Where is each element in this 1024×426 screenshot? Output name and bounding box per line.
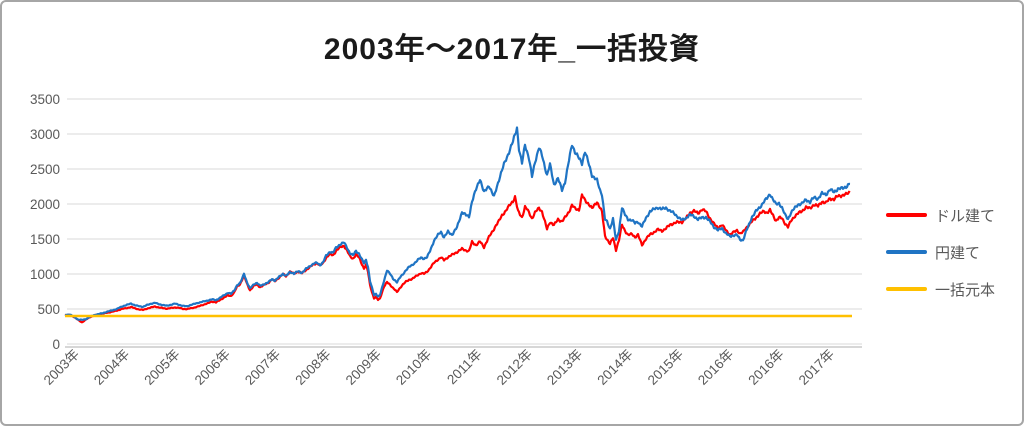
legend-label-dollar: ドル建て [935,207,996,225]
series-line-yen [64,126,851,321]
y-tick-label: 1000 [30,267,60,282]
x-tick-label: 2012年 [494,347,535,388]
y-tick-label: 3000 [30,127,60,142]
y-tick-label: 2000 [30,197,60,212]
x-tick-label: 2011年 [444,347,485,388]
legend-item-dollar: ドル建て [886,206,996,225]
y-tick-label: 3500 [30,92,60,107]
x-tick-label: 2003年 [41,347,82,388]
legend-swatch-dollar-icon [886,213,927,217]
x-tick-label: 2014年 [594,347,635,388]
x-axis-labels: 2003年 2004年 2005年 2006年 2007年 2008年 2009年 2010年… [41,347,837,388]
y-tick-label: 0 [52,337,60,352]
x-tick-label: 2016年 [695,347,736,388]
chart-title: 2003年～2017年_一括投資 [323,33,701,66]
x-tick-label: 2006年 [192,347,233,388]
legend-item-principal: 一括元本 [886,280,996,299]
legend-label-yen: 円建て [935,244,981,262]
x-tick-label: 2013年 [544,347,585,388]
legend-label-principal: 一括元本 [935,281,996,299]
legend-item-yen: 円建て [886,243,995,262]
x-tick-label: 2017年 [796,347,837,388]
y-tick-label: 1500 [30,232,60,247]
gridlines [67,98,862,345]
legend-swatch-yen-icon [886,250,927,254]
chart-legend: ドル建て 円建て 一括元本 [886,206,995,317]
y-tick-label: 500 [37,302,60,317]
x-tick-label: 2016年 [745,347,786,388]
x-tick-label: 2009年 [343,347,384,388]
x-tick-label: 2015年 [645,347,686,388]
x-tick-label: 2004年 [91,347,132,388]
x-tick-label: 2005年 [141,347,182,388]
y-axis-labels: 0 500 1000 1500 2000 2500 3000 3500 [30,92,60,352]
x-tick-label: 2008年 [292,347,333,388]
legend-swatch-principal-icon [886,287,927,291]
series-line-dollar [64,190,851,324]
x-tick-label: 2007年 [242,347,283,388]
x-tick-label: 2010年 [393,347,434,388]
y-tick-label: 2500 [30,162,60,177]
